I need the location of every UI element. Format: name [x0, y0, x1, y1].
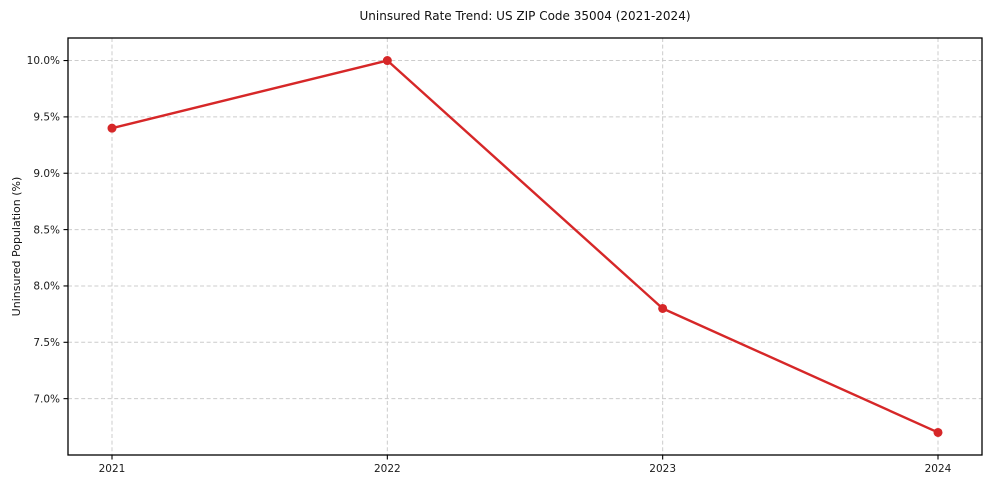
y-tick-label: 9.5% [33, 112, 60, 124]
y-tick-label: 7.5% [33, 337, 60, 349]
y-tick-label: 8.5% [33, 224, 60, 236]
y-tick-label: 7.0% [33, 393, 60, 405]
y-tick-label: 8.0% [33, 281, 60, 293]
y-tick-label: 9.0% [33, 168, 60, 180]
y-tick-label: 10.0% [27, 55, 60, 67]
data-point [382, 56, 392, 66]
data-point [107, 123, 117, 133]
data-point [933, 427, 943, 437]
x-tick-label: 2023 [649, 463, 676, 475]
chart-title: Uninsured Rate Trend: US ZIP Code 35004 … [359, 9, 691, 23]
x-tick-label: 2024 [925, 463, 952, 475]
x-tick-label: 2022 [374, 463, 401, 475]
trend-line [110, 59, 940, 434]
plot-area-border [67, 37, 983, 456]
data-point [658, 303, 668, 313]
x-tick-label: 2021 [99, 463, 126, 475]
